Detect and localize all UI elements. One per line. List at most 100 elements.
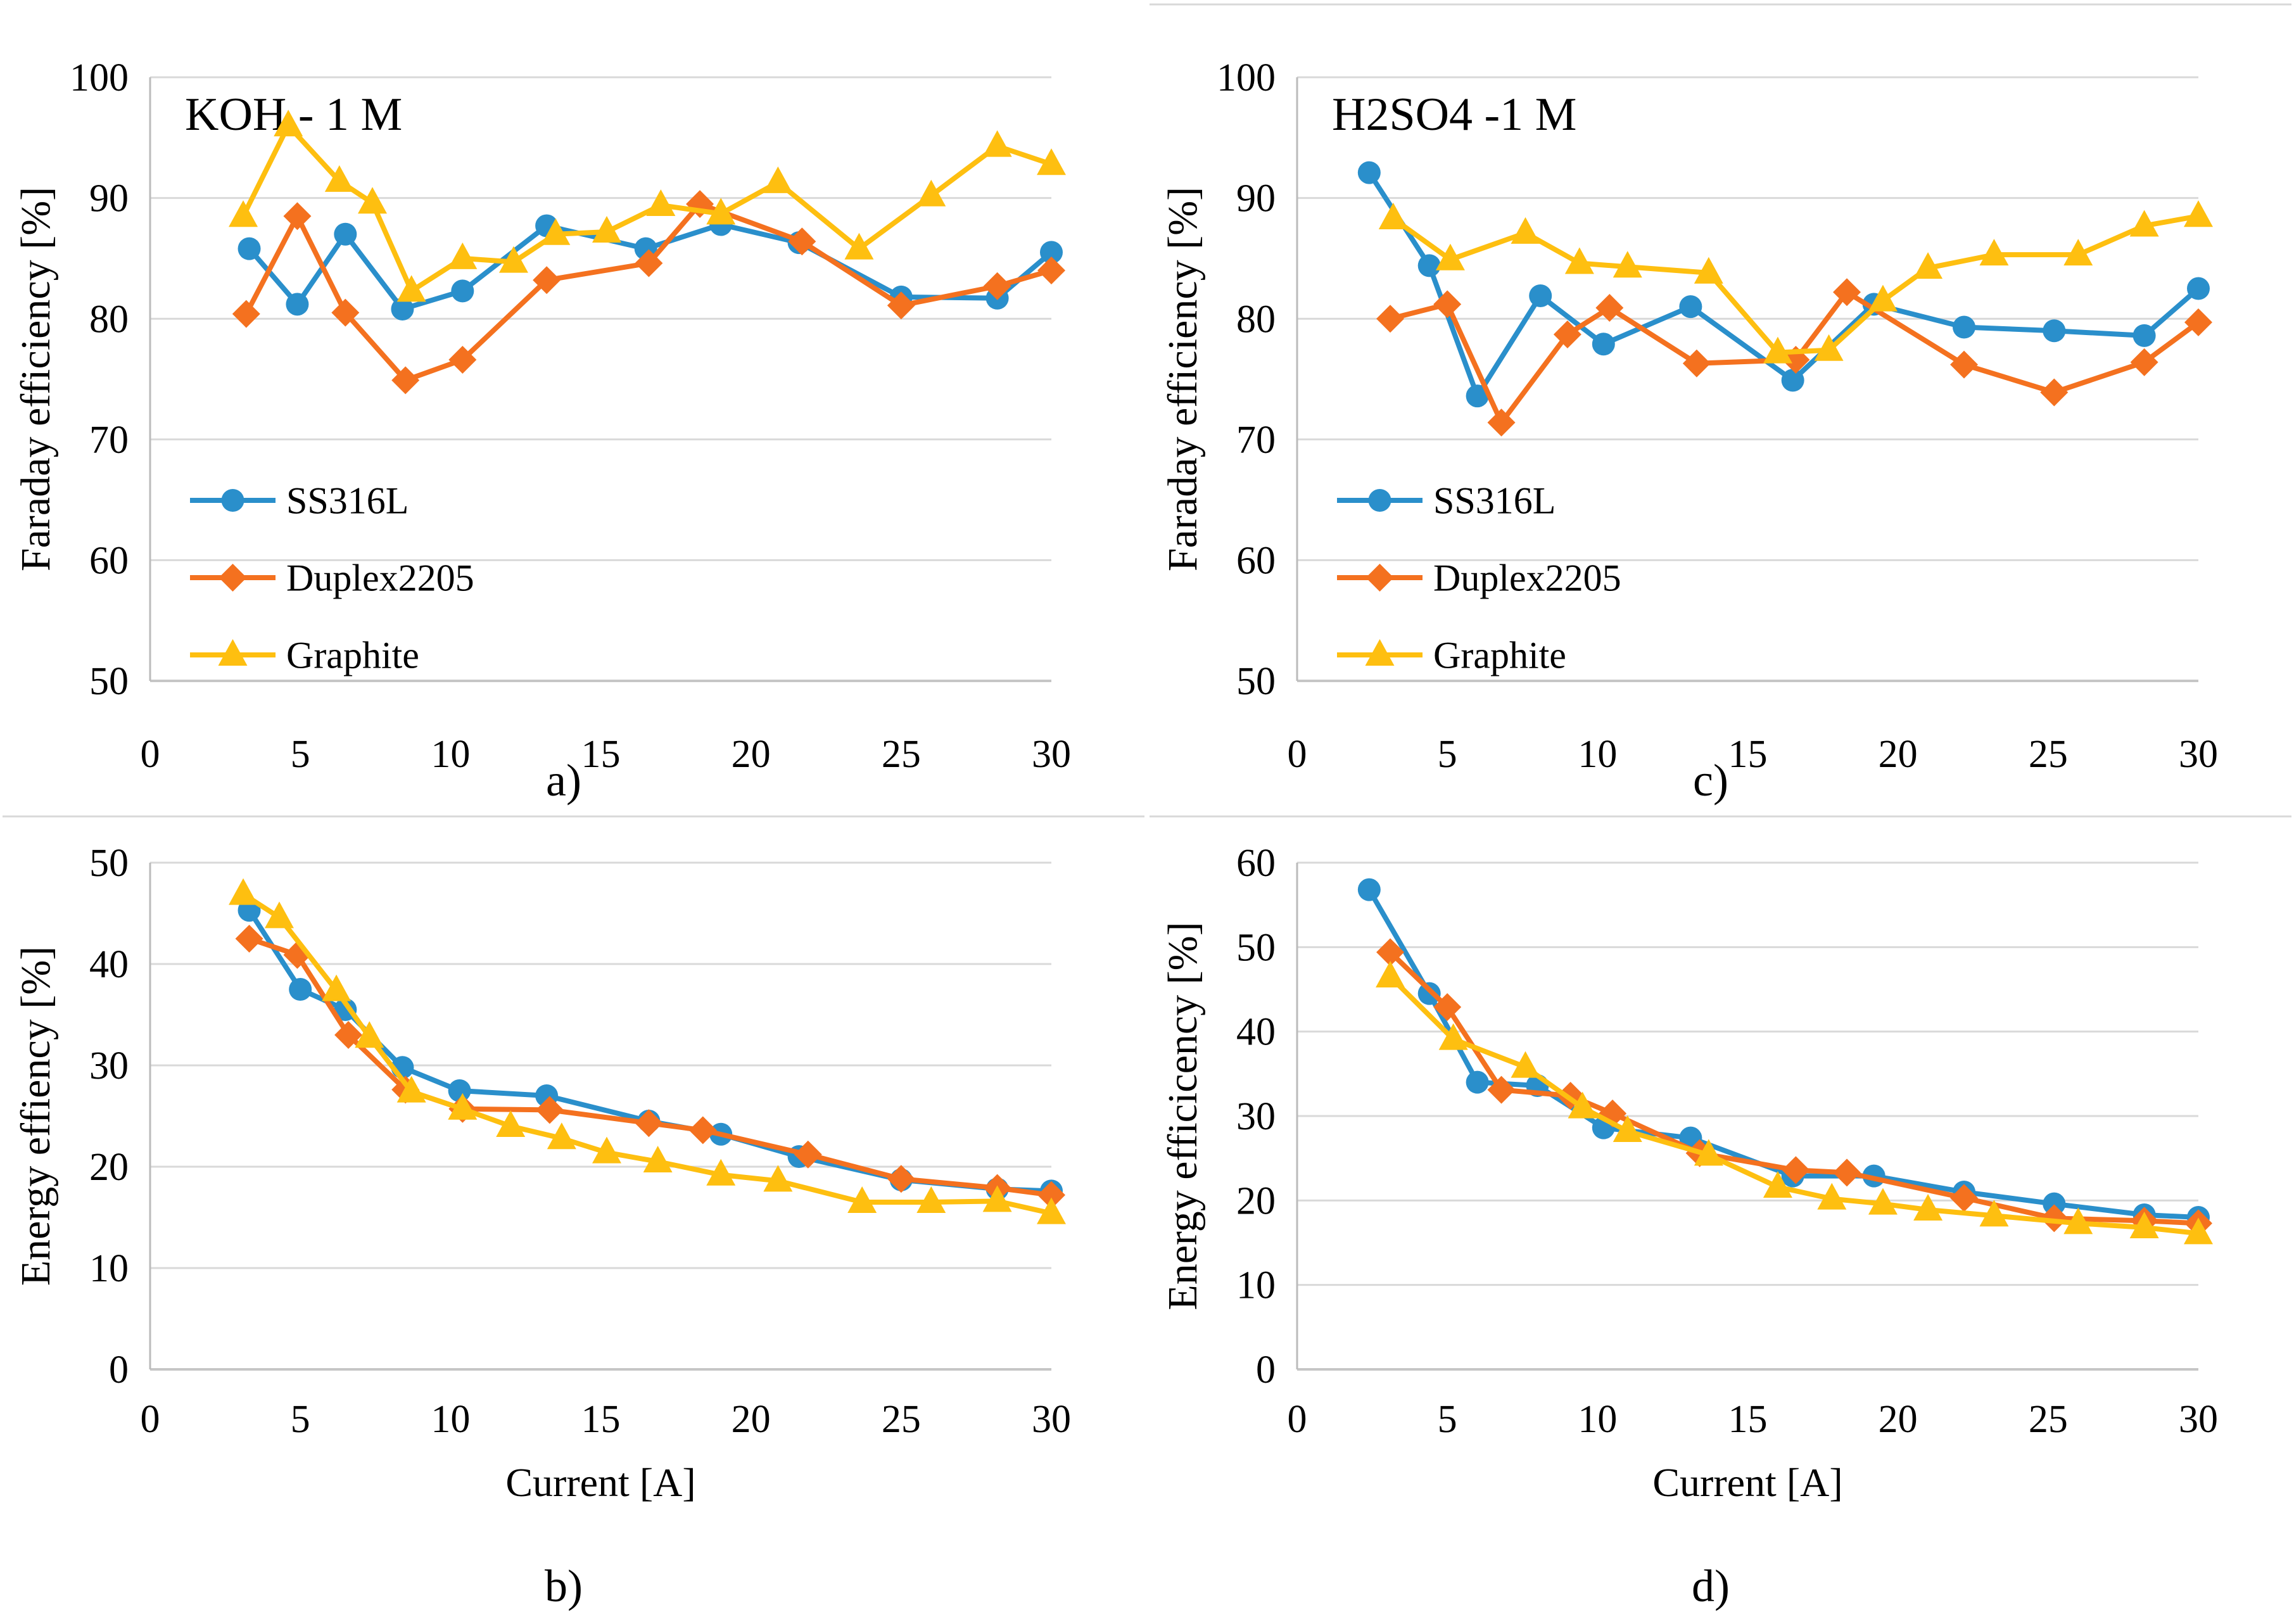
data-point-duplex2205 bbox=[788, 227, 816, 256]
panel-caption-a: a) bbox=[546, 755, 581, 806]
x-tick-label-0: 0 bbox=[141, 1398, 160, 1441]
data-point-duplex2205 bbox=[1553, 320, 1581, 348]
y-tick-label-90: 90 bbox=[89, 177, 129, 220]
data-point-duplex2205 bbox=[1376, 305, 1405, 333]
y-tick-label-50: 50 bbox=[89, 842, 129, 885]
data-point-ss316l bbox=[1466, 1070, 1489, 1094]
chart-title: H2SO4 -1 M bbox=[1332, 89, 1576, 141]
data-point-graphite bbox=[396, 275, 426, 302]
panel-a: 50 60 70 80 90 100 0 5 10 15 20 25 30 Faraday efficie… bbox=[0, 0, 1147, 812]
data-point-ss316l bbox=[1417, 982, 1441, 1005]
data-point-duplex2205 bbox=[1595, 294, 1624, 322]
data-point-graphite bbox=[396, 1075, 426, 1103]
data-point-graphite bbox=[448, 1093, 478, 1120]
data-point-ss316l bbox=[1466, 384, 1489, 408]
legend-label-graphite: Graphite bbox=[286, 634, 419, 676]
x-tick-label-0: 0 bbox=[1288, 733, 1307, 776]
data-point-graphite bbox=[1376, 961, 1405, 987]
data-point-graphite bbox=[358, 187, 388, 214]
chart-c-h2so4-faraday: 50 60 70 80 90 100 0 5 10 15 20 25 30 Faraday efficie… bbox=[1150, 3, 2291, 776]
data-point-graphite bbox=[847, 1186, 877, 1213]
data-point-duplex2205 bbox=[635, 1109, 663, 1138]
series-line-graphite bbox=[1388, 974, 2201, 1236]
y-tick-label-50: 50 bbox=[89, 660, 129, 703]
data-point-duplex2205 bbox=[1950, 1184, 1979, 1212]
legend-circle-icon bbox=[221, 489, 244, 512]
panel-caption-d: d) bbox=[1692, 1561, 1730, 1611]
y-tick-label-60: 60 bbox=[89, 539, 129, 582]
data-point-graphite bbox=[1511, 217, 1540, 244]
x-axis-label: Current [A] bbox=[505, 1460, 695, 1505]
data-point-graphite bbox=[1564, 247, 1594, 274]
data-point-duplex2205 bbox=[283, 202, 312, 231]
data-point-duplex2205 bbox=[1037, 1181, 1065, 1209]
x-tick-label-25: 25 bbox=[882, 1398, 921, 1441]
data-point-graphite bbox=[982, 1185, 1012, 1212]
y-tick-label-40: 40 bbox=[89, 943, 129, 986]
data-point-graphite bbox=[541, 218, 571, 245]
x-tick-label-20: 20 bbox=[732, 733, 771, 776]
data-point-ss316l bbox=[1781, 369, 1804, 392]
series-line-graphite bbox=[241, 891, 1054, 1216]
data-point-duplex2205 bbox=[535, 1096, 564, 1124]
data-point-ss316l bbox=[2043, 319, 2066, 343]
data-point-ss316l bbox=[1417, 254, 1441, 277]
y-axis-label: Faraday efficiency [%] bbox=[1160, 187, 1206, 571]
legend-label-graphite: Graphite bbox=[1433, 634, 1566, 676]
series-line-ss316l bbox=[1366, 170, 2201, 399]
data-point-graphite bbox=[1694, 257, 1723, 284]
data-point-graphite bbox=[229, 200, 258, 227]
y-tick-label-70: 70 bbox=[1236, 419, 1276, 462]
legend-label-ss316l: SS316L bbox=[286, 479, 409, 521]
y-tick-label-90: 90 bbox=[1236, 177, 1276, 220]
data-point-duplex2205 bbox=[1487, 1075, 1516, 1104]
data-point-graphite bbox=[1511, 1051, 1540, 1078]
data-point-ss316l bbox=[1679, 295, 1702, 319]
data-point-graphite bbox=[592, 215, 621, 243]
data-point-duplex2205 bbox=[235, 925, 263, 953]
x-tick-label-25: 25 bbox=[882, 733, 921, 776]
legend-label-duplex2205: Duplex2205 bbox=[1433, 557, 1621, 599]
panel-d: 0 10 20 30 40 50 60 0 5 10 15 20 25 30 Energy efficice… bbox=[1147, 812, 2294, 1624]
data-point-ss316l bbox=[1529, 284, 1552, 307]
legend-diamond-icon bbox=[219, 564, 247, 592]
x-tick-label-20: 20 bbox=[1879, 733, 1918, 776]
data-point-graphite bbox=[264, 901, 294, 929]
data-point-ss316l bbox=[1040, 241, 1063, 264]
data-point-graphite bbox=[916, 1186, 946, 1213]
data-point-graphite bbox=[1613, 251, 1642, 278]
y-tick-label-20: 20 bbox=[89, 1146, 129, 1189]
chart-b-koh-energy: 0 10 20 30 40 50 0 5 10 15 20 25 30 Energy effiency [… bbox=[3, 815, 1144, 1505]
data-point-ss316l bbox=[1357, 878, 1381, 901]
data-point-duplex2205 bbox=[283, 941, 312, 969]
data-point-graphite bbox=[2184, 1217, 2213, 1245]
data-point-duplex2205 bbox=[1433, 290, 1462, 319]
data-point-ss316l bbox=[2132, 324, 2156, 347]
legend-triangle-icon bbox=[218, 639, 248, 666]
data-point-ss316l bbox=[1953, 315, 1976, 339]
data-point-graphite bbox=[1817, 1183, 1847, 1210]
data-point-duplex2205 bbox=[1376, 938, 1405, 967]
data-point-graphite bbox=[1979, 239, 2009, 266]
data-point-graphite bbox=[355, 1021, 384, 1048]
series-line-ss316l bbox=[1366, 887, 2201, 1220]
data-point-duplex2205 bbox=[1682, 349, 1711, 377]
x-tick-label-10: 10 bbox=[431, 733, 470, 776]
data-point-duplex2205 bbox=[1487, 409, 1516, 437]
series-line-duplex2205 bbox=[1388, 289, 2201, 426]
legend-diamond-icon bbox=[1366, 564, 1394, 592]
x-tick-label-20: 20 bbox=[732, 1398, 771, 1441]
x-tick-label-30: 30 bbox=[1032, 733, 1071, 776]
data-point-graphite bbox=[1568, 1091, 1597, 1119]
data-point-duplex2205 bbox=[983, 272, 1011, 300]
y-tick-label-100: 100 bbox=[1217, 56, 1276, 99]
data-point-duplex2205 bbox=[2040, 378, 2069, 407]
y-tick-label-100: 100 bbox=[70, 56, 129, 99]
data-point-ss316l bbox=[238, 237, 261, 260]
data-point-ss316l bbox=[391, 297, 414, 320]
data-point-graphite bbox=[324, 165, 354, 192]
data-point-graphite bbox=[496, 1110, 526, 1137]
data-point-graphite bbox=[1868, 1188, 1898, 1215]
legend: SS316L Duplex2205 Graphite bbox=[1337, 479, 1621, 676]
